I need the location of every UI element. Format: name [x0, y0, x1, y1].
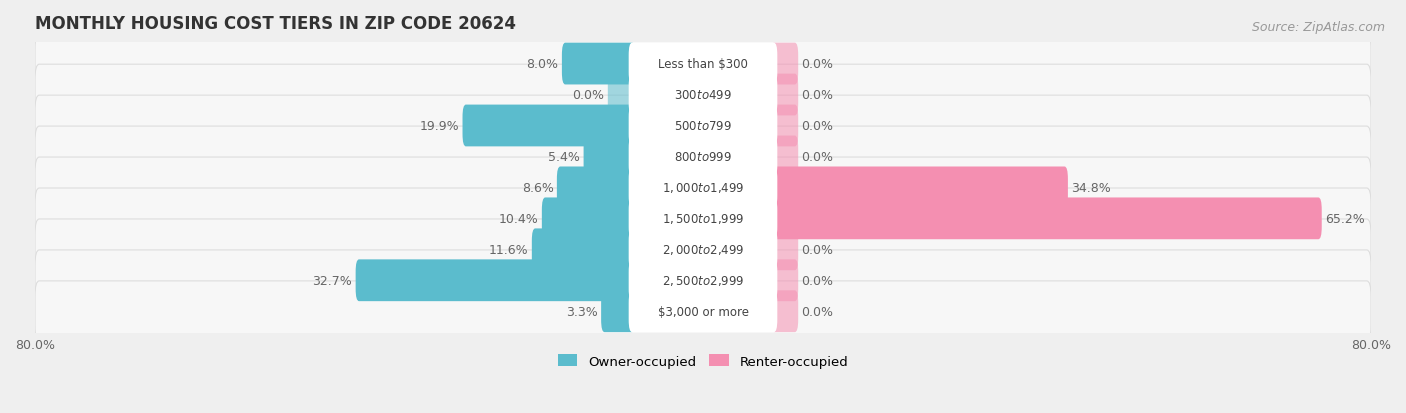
Text: $500 to $799: $500 to $799 — [673, 120, 733, 133]
FancyBboxPatch shape — [628, 260, 778, 301]
FancyBboxPatch shape — [628, 229, 778, 271]
Text: 0.0%: 0.0% — [801, 58, 834, 71]
FancyBboxPatch shape — [770, 167, 1069, 209]
FancyBboxPatch shape — [770, 229, 799, 271]
Text: 0.0%: 0.0% — [801, 243, 834, 256]
FancyBboxPatch shape — [628, 105, 778, 147]
Text: 0.0%: 0.0% — [801, 274, 834, 287]
Text: 0.0%: 0.0% — [801, 89, 834, 102]
FancyBboxPatch shape — [463, 105, 636, 147]
Text: $2,500 to $2,999: $2,500 to $2,999 — [662, 273, 744, 287]
FancyBboxPatch shape — [562, 43, 636, 85]
Text: Less than $300: Less than $300 — [658, 58, 748, 71]
FancyBboxPatch shape — [35, 189, 1371, 249]
Text: $3,000 or more: $3,000 or more — [658, 305, 748, 318]
FancyBboxPatch shape — [607, 74, 636, 116]
FancyBboxPatch shape — [770, 291, 799, 332]
Text: $300 to $499: $300 to $499 — [673, 89, 733, 102]
FancyBboxPatch shape — [35, 158, 1371, 218]
FancyBboxPatch shape — [35, 250, 1371, 311]
Text: 11.6%: 11.6% — [489, 243, 529, 256]
FancyBboxPatch shape — [628, 198, 778, 240]
FancyBboxPatch shape — [770, 136, 799, 178]
Text: 65.2%: 65.2% — [1324, 212, 1365, 225]
FancyBboxPatch shape — [770, 43, 799, 85]
FancyBboxPatch shape — [35, 219, 1371, 280]
Text: $1,000 to $1,499: $1,000 to $1,499 — [662, 181, 744, 195]
FancyBboxPatch shape — [770, 105, 799, 147]
FancyBboxPatch shape — [35, 34, 1371, 95]
FancyBboxPatch shape — [541, 198, 636, 240]
FancyBboxPatch shape — [628, 43, 778, 85]
FancyBboxPatch shape — [628, 291, 778, 332]
FancyBboxPatch shape — [557, 167, 636, 209]
FancyBboxPatch shape — [35, 127, 1371, 188]
FancyBboxPatch shape — [583, 136, 636, 178]
FancyBboxPatch shape — [770, 260, 799, 301]
Text: MONTHLY HOUSING COST TIERS IN ZIP CODE 20624: MONTHLY HOUSING COST TIERS IN ZIP CODE 2… — [35, 15, 516, 33]
FancyBboxPatch shape — [628, 74, 778, 116]
FancyBboxPatch shape — [628, 167, 778, 209]
FancyBboxPatch shape — [35, 281, 1371, 342]
Text: 0.0%: 0.0% — [801, 120, 834, 133]
FancyBboxPatch shape — [770, 74, 799, 116]
Text: Source: ZipAtlas.com: Source: ZipAtlas.com — [1251, 21, 1385, 33]
Text: 0.0%: 0.0% — [801, 151, 834, 164]
FancyBboxPatch shape — [356, 260, 636, 301]
Text: $2,000 to $2,499: $2,000 to $2,499 — [662, 243, 744, 257]
FancyBboxPatch shape — [35, 65, 1371, 126]
Text: 34.8%: 34.8% — [1071, 181, 1111, 195]
Text: 3.3%: 3.3% — [567, 305, 598, 318]
FancyBboxPatch shape — [628, 136, 778, 178]
Text: 19.9%: 19.9% — [419, 120, 460, 133]
Text: $1,500 to $1,999: $1,500 to $1,999 — [662, 212, 744, 226]
FancyBboxPatch shape — [531, 229, 636, 271]
Text: 5.4%: 5.4% — [548, 151, 581, 164]
FancyBboxPatch shape — [35, 96, 1371, 157]
Text: $800 to $999: $800 to $999 — [673, 151, 733, 164]
Text: 0.0%: 0.0% — [572, 89, 605, 102]
FancyBboxPatch shape — [602, 291, 636, 332]
Text: 32.7%: 32.7% — [312, 274, 353, 287]
Legend: Owner-occupied, Renter-occupied: Owner-occupied, Renter-occupied — [553, 349, 853, 373]
Text: 10.4%: 10.4% — [499, 212, 538, 225]
FancyBboxPatch shape — [770, 198, 1322, 240]
Text: 8.0%: 8.0% — [526, 58, 558, 71]
Text: 0.0%: 0.0% — [801, 305, 834, 318]
Text: 8.6%: 8.6% — [522, 181, 554, 195]
